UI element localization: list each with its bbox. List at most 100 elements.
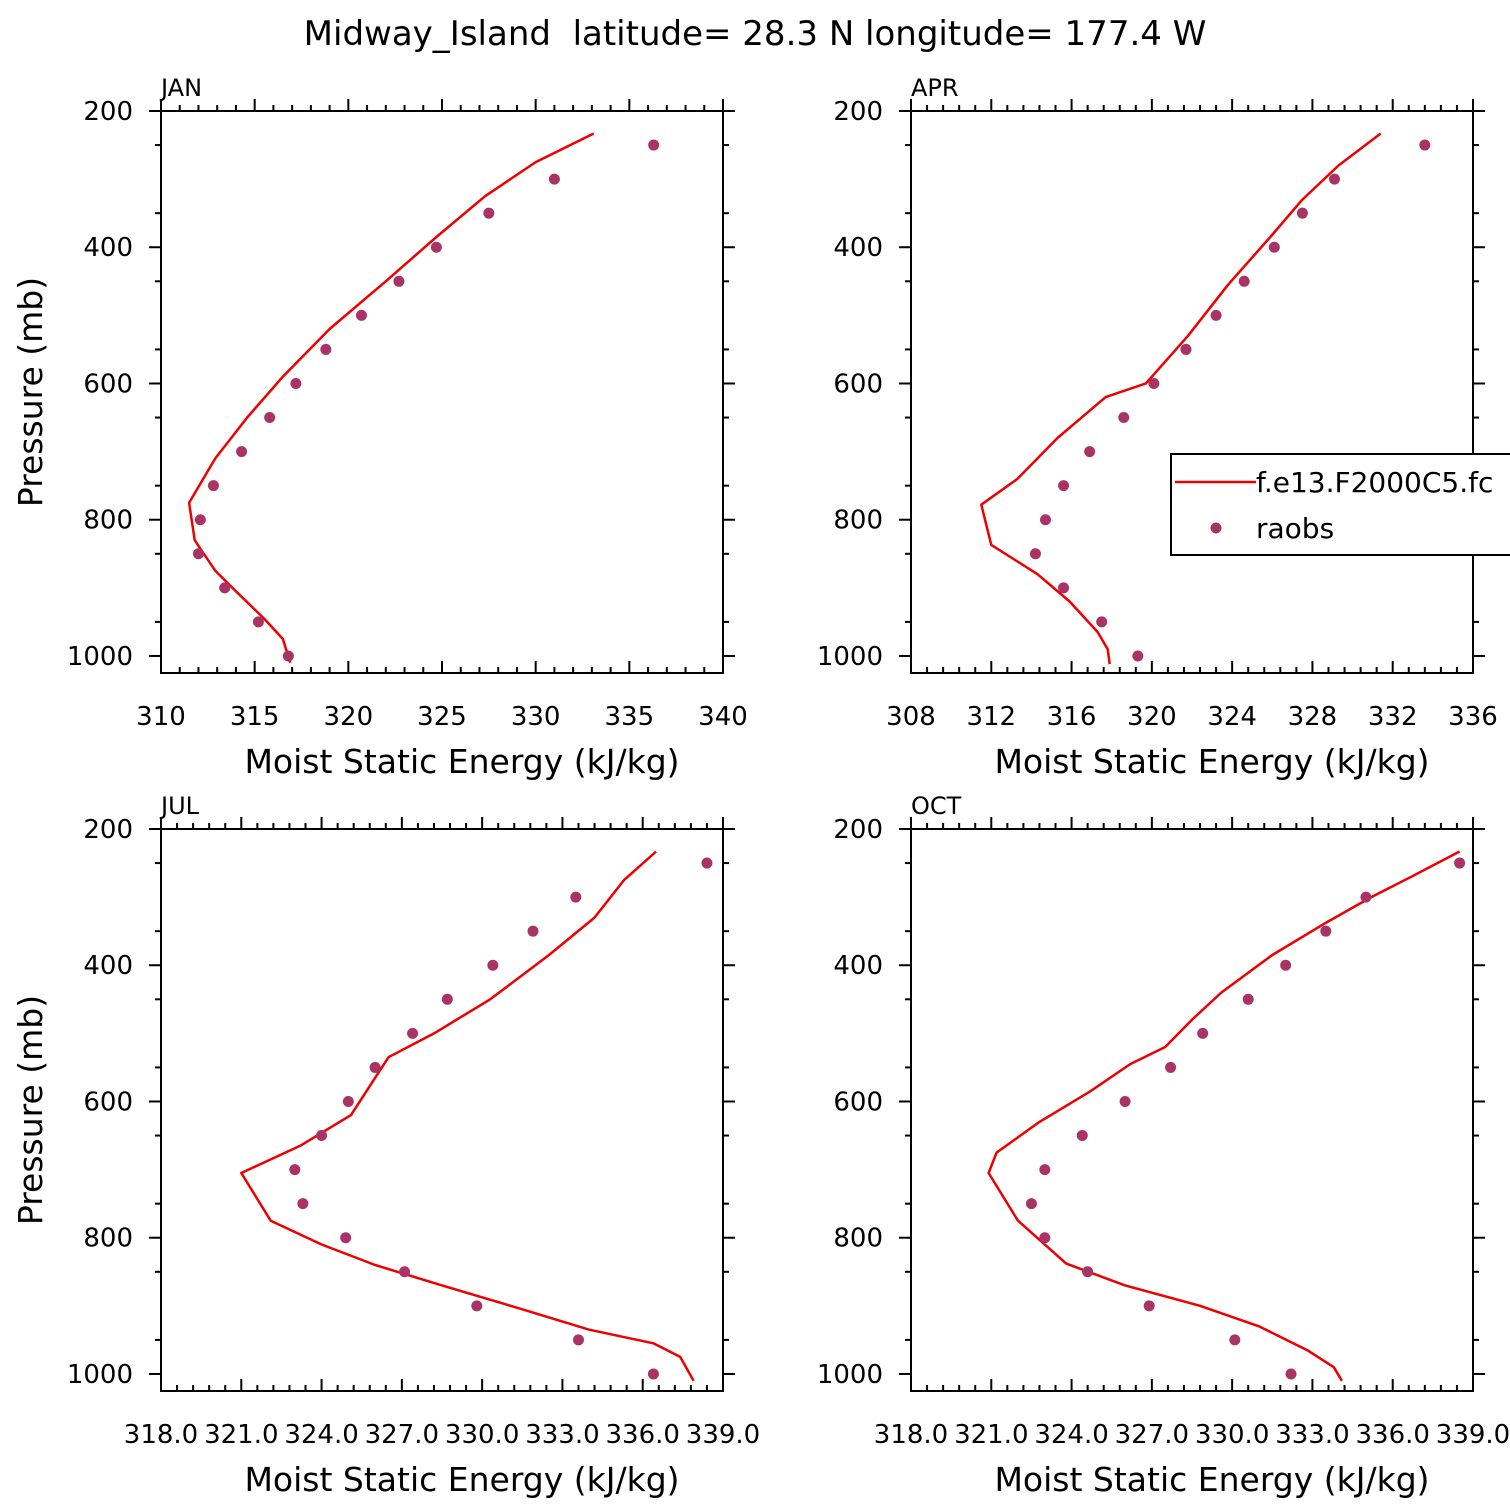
x-tick-label: 327.0: [365, 1420, 439, 1450]
obs-point: [289, 1164, 301, 1176]
x-tick-label: 324.0: [284, 1420, 358, 1450]
x-tick-label: 324.0: [1034, 1420, 1108, 1450]
panel-label: JUL: [159, 792, 200, 820]
chart-panel-jan: JAN 310 315 320 325 330 335 340 200 400 600 800 1000…: [11, 74, 748, 781]
x-tick-label: 318.0: [874, 1420, 948, 1450]
chart-panel-oct: OCT 318.0 321.0 324.0 327.0 330.0 333.0 336.0 33…: [817, 792, 1510, 1499]
x-tick-label: 330.0: [1195, 1420, 1269, 1450]
legend-dot-swatch: [1210, 522, 1222, 534]
x-axis-title: Moist Static Energy (kJ/kg): [244, 742, 679, 781]
obs-point: [572, 1334, 584, 1346]
x-tick-label: 336.0: [605, 1420, 679, 1450]
plot-frame: [160, 110, 724, 674]
x-tick-label: 335: [605, 702, 655, 732]
model-line: [187, 132, 595, 664]
y-tick-label: 1000: [817, 642, 883, 672]
obs-point: [1058, 480, 1070, 492]
y-tick-label: 1000: [67, 642, 133, 672]
model-line: [980, 132, 1382, 665]
x-tick-label: 321.0: [954, 1420, 1028, 1450]
obs-point: [430, 241, 442, 253]
x-tick-label: 332: [1368, 702, 1418, 732]
obs-point: [1039, 1164, 1051, 1176]
chart-panel-apr: APR 308 312 316 320 324 328 332 336 200 400 600 800 1…: [817, 74, 1498, 781]
obs-point: [264, 412, 276, 424]
x-tick-label: 320: [1127, 702, 1177, 732]
obs-point: [648, 139, 660, 151]
obs-point: [369, 1061, 381, 1073]
obs-point: [1119, 1095, 1131, 1107]
obs-point: [316, 1130, 328, 1142]
obs-point: [1143, 1300, 1155, 1312]
obs-point: [1419, 139, 1431, 151]
x-tick-label: 320: [324, 702, 374, 732]
x-tick-label: 327.0: [1115, 1420, 1189, 1450]
y-tick-label: 800: [83, 506, 133, 536]
obs-point: [1082, 1266, 1094, 1278]
y-tick-label: 200: [833, 815, 883, 845]
x-tick-label: 336: [1448, 702, 1498, 732]
obs-point: [1329, 173, 1341, 185]
y-tick-label: 600: [833, 369, 883, 399]
obs-point: [1210, 309, 1222, 321]
y-tick-label: 400: [83, 233, 133, 263]
plot-frame: [160, 828, 724, 1392]
x-tick-label: 308: [886, 702, 936, 732]
x-tick-label: 321.0: [204, 1420, 278, 1450]
x-tick-label: 318.0: [124, 1420, 198, 1450]
legend-obs-label: raobs: [1256, 512, 1334, 545]
obs-point: [194, 514, 206, 526]
y-tick-label: 1000: [67, 1360, 133, 1390]
x-tick-label: 325: [417, 702, 467, 732]
x-tick-label: 336.0: [1355, 1420, 1429, 1450]
panel-label: APR: [911, 74, 959, 102]
y-tick-label: 800: [833, 1224, 883, 1254]
obs-point: [340, 1232, 352, 1244]
legend-box: [1170, 453, 1510, 556]
x-tick-label: 339.0: [1436, 1420, 1510, 1450]
y-tick-label: 600: [83, 369, 133, 399]
x-axis-title: Moist Static Energy (kJ/kg): [994, 742, 1429, 781]
figure-title: Midway_Island latitude= 28.3 N longitude…: [304, 14, 1207, 54]
obs-point: [1076, 1130, 1088, 1142]
plot-frame: [910, 110, 1474, 674]
obs-point: [1296, 207, 1308, 219]
obs-point: [1197, 1027, 1209, 1039]
x-tick-label: 340: [698, 702, 748, 732]
obs-point: [570, 891, 582, 903]
obs-point: [1039, 1232, 1051, 1244]
obs-point: [1084, 446, 1096, 458]
obs-point: [399, 1266, 411, 1278]
obs-point: [192, 548, 204, 560]
obs-point: [647, 1368, 659, 1380]
obs-point: [441, 993, 453, 1005]
y-tick-label: 200: [83, 97, 133, 127]
x-tick-label: 310: [136, 702, 186, 732]
x-tick-label: 324: [1207, 702, 1257, 732]
y-tick-label: 800: [833, 506, 883, 536]
obs-point: [1320, 925, 1332, 937]
obs-point: [483, 207, 495, 219]
obs-point: [1039, 514, 1051, 526]
y-tick-label: 600: [833, 1087, 883, 1117]
legend-model-label: f.e13.F2000C5.fc: [1256, 466, 1493, 499]
obs-point: [548, 173, 560, 185]
x-tick-label: 312: [966, 702, 1016, 732]
obs-point: [1242, 993, 1254, 1005]
obs-point: [297, 1198, 309, 1210]
y-tick-label: 200: [833, 97, 883, 127]
x-axis-title: Moist Static Energy (kJ/kg): [994, 1460, 1429, 1499]
y-axis-title: Pressure (mb): [11, 277, 50, 507]
obs-point: [393, 275, 405, 287]
obs-point: [1096, 616, 1108, 628]
obs-point: [1029, 548, 1041, 560]
y-tick-label: 400: [83, 951, 133, 981]
obs-point: [1132, 650, 1144, 662]
y-tick-label: 200: [83, 815, 133, 845]
obs-point: [320, 343, 332, 355]
y-tick-label: 400: [833, 951, 883, 981]
x-tick-label: 330.0: [445, 1420, 519, 1450]
model-line: [987, 850, 1461, 1382]
x-tick-label: 333.0: [1275, 1420, 1349, 1450]
